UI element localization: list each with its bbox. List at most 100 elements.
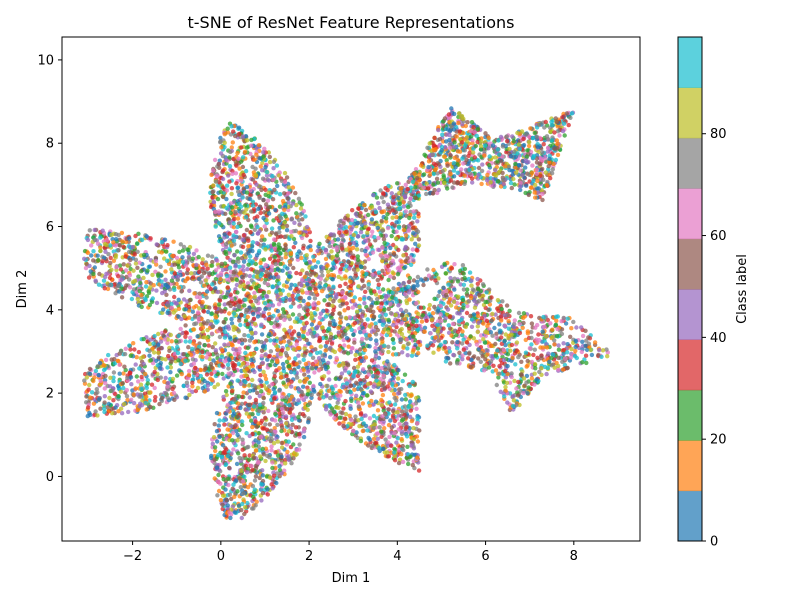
scatter-point — [174, 373, 180, 378]
scatter-point — [258, 434, 263, 440]
scatter-point — [178, 242, 183, 247]
scatter-point — [240, 447, 245, 452]
scatter-point — [136, 379, 141, 384]
scatter-point — [254, 240, 260, 246]
scatter-point — [255, 270, 260, 275]
scatter-point — [263, 446, 269, 451]
scatter-point — [297, 379, 303, 384]
scatter-point — [109, 407, 114, 412]
scatter-point — [91, 249, 96, 254]
scatter-point — [321, 265, 326, 270]
scatter-point — [340, 237, 346, 242]
scatter-point — [263, 306, 268, 312]
scatter-point — [378, 304, 384, 310]
scatter-point — [250, 302, 255, 308]
scatter-point — [218, 139, 223, 144]
scatter-point — [237, 303, 242, 309]
scatter-point — [216, 423, 221, 428]
scatter-point — [369, 398, 374, 404]
scatter-point — [344, 301, 349, 306]
scatter-point — [301, 246, 306, 251]
scatter-point — [309, 331, 314, 336]
scatter-point — [191, 327, 196, 332]
scatter-point — [395, 181, 400, 186]
scatter-point — [160, 356, 165, 361]
scatter-point — [178, 326, 183, 332]
scatter-point — [342, 308, 347, 313]
scatter-point — [323, 256, 329, 262]
scatter-point — [414, 300, 419, 306]
scatter-point — [103, 373, 108, 379]
scatter-point — [378, 253, 384, 258]
scatter-point — [410, 462, 415, 468]
scatter-point — [251, 316, 257, 321]
scatter-point — [394, 440, 399, 445]
scatter-point — [200, 260, 205, 266]
scatter-point — [310, 265, 315, 270]
scatter-point — [349, 255, 355, 260]
scatter-point — [164, 292, 169, 297]
scatter-point — [317, 335, 322, 341]
scatter-point — [181, 297, 187, 302]
scatter-point — [248, 254, 253, 259]
scatter-point — [242, 149, 248, 154]
scatter-point — [396, 460, 402, 466]
scatter-point — [301, 434, 307, 440]
scatter-point — [235, 438, 240, 443]
scatter-point — [168, 332, 173, 338]
scatter-point — [177, 249, 182, 255]
scatter-point — [261, 257, 267, 262]
scatter-point — [276, 281, 282, 286]
scatter-point — [260, 468, 265, 473]
scatter-point — [232, 494, 237, 499]
scatter-point — [266, 290, 271, 295]
scatter-point — [258, 164, 263, 169]
scatter-point — [389, 233, 394, 239]
scatter-point — [389, 191, 394, 196]
scatter-point — [183, 358, 188, 363]
scatter-point — [145, 378, 150, 383]
scatter-point — [316, 368, 322, 373]
scatter-point — [190, 384, 195, 389]
scatter-point — [266, 194, 271, 199]
scatter-point — [246, 333, 251, 338]
scatter-point — [397, 201, 403, 206]
scatter-point — [89, 253, 94, 258]
scatter-point — [243, 350, 248, 356]
scatter-point — [362, 238, 368, 243]
scatter-point — [104, 271, 109, 276]
scatter-point — [268, 349, 274, 354]
scatter-point — [224, 497, 229, 503]
scatter-point — [355, 254, 360, 259]
scatter-point — [229, 424, 234, 429]
scatter-point — [168, 370, 173, 375]
scatter-point — [123, 346, 128, 351]
scatter-point — [158, 339, 164, 344]
scatter-point — [186, 247, 191, 253]
scatter-point — [194, 262, 199, 268]
scatter-point — [391, 252, 397, 257]
scatter-point — [284, 228, 290, 233]
scatter-point — [252, 321, 258, 327]
scatter-point — [336, 363, 342, 368]
scatter-point — [230, 296, 235, 302]
scatter-point — [362, 283, 367, 289]
scatter-point — [245, 284, 250, 290]
scatter-point — [321, 358, 326, 363]
scatter-point — [352, 387, 357, 392]
scatter-point — [205, 266, 210, 271]
scatter-point — [260, 344, 266, 349]
scatter-point — [190, 389, 195, 394]
scatter-point — [191, 341, 196, 346]
scatter-point — [245, 485, 251, 490]
scatter-point — [282, 317, 287, 322]
scatter-point — [377, 425, 382, 430]
scatter-point — [330, 386, 336, 392]
scatter-point — [129, 296, 135, 302]
scatter-point — [382, 307, 387, 312]
scatter-point — [305, 369, 311, 374]
scatter-point — [365, 381, 371, 387]
scatter-point — [244, 307, 249, 313]
scatter-point — [349, 217, 355, 223]
scatter-point — [413, 342, 418, 348]
